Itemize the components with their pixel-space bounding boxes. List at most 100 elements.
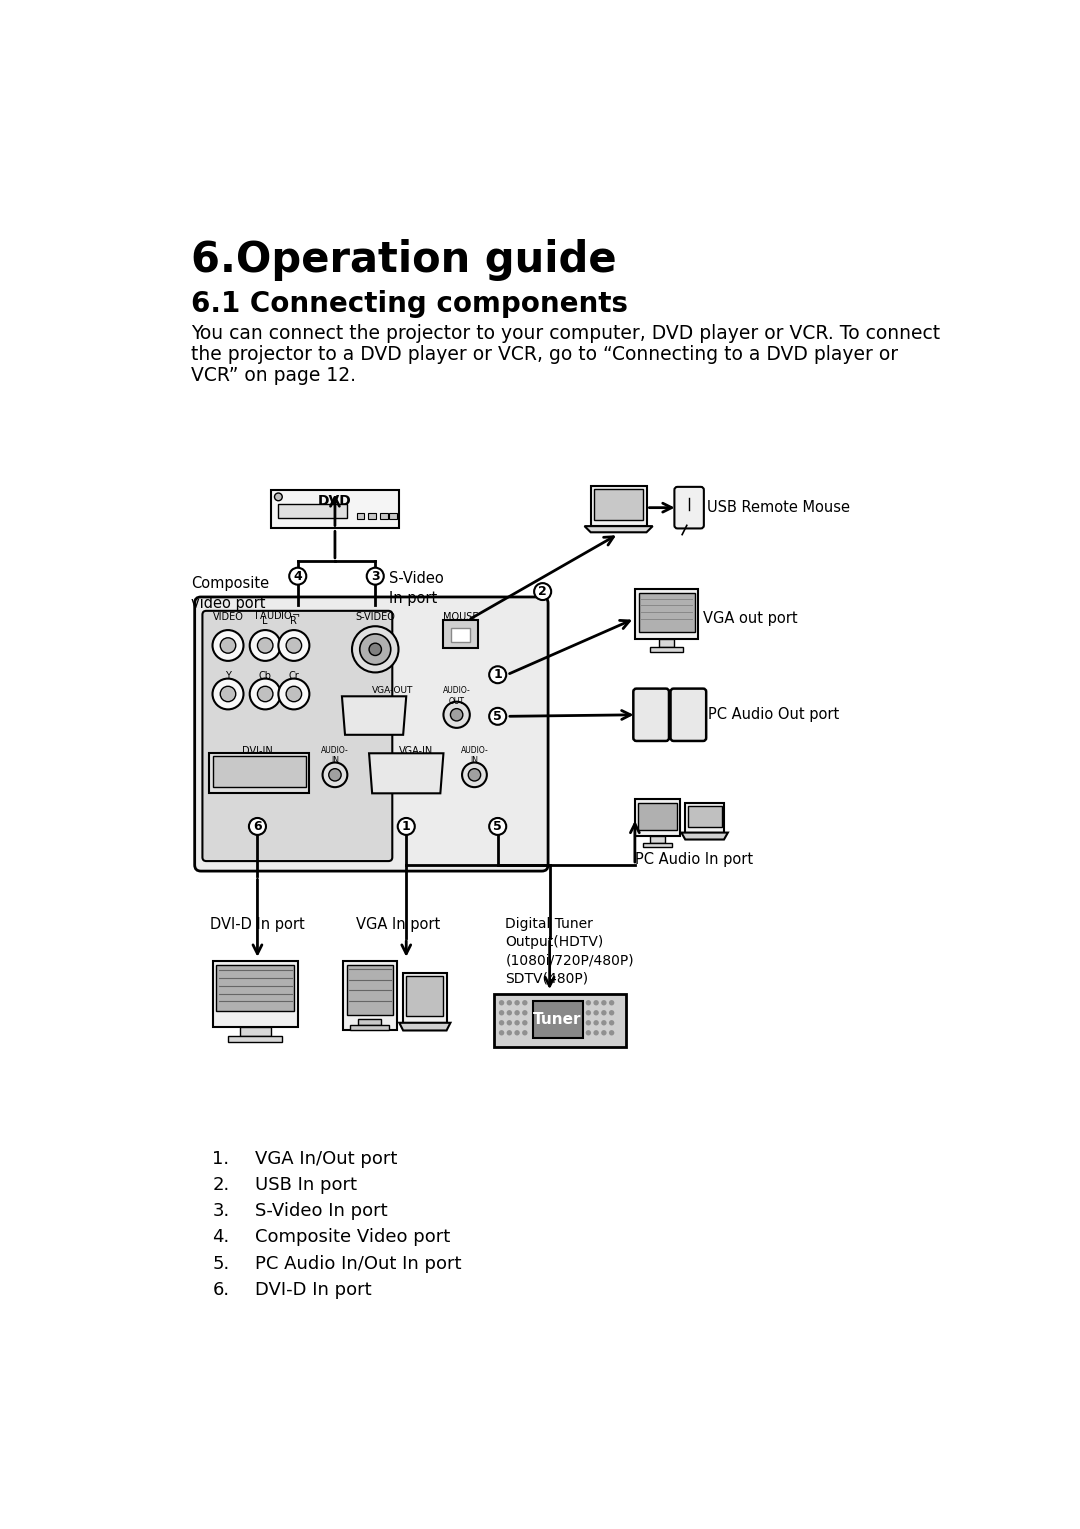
Circle shape (499, 1011, 504, 1015)
Circle shape (286, 687, 301, 702)
Text: 6: 6 (253, 820, 261, 833)
Bar (213, 757, 306, 787)
Circle shape (249, 630, 281, 661)
Circle shape (522, 1011, 527, 1015)
Text: S-VIDEO: S-VIDEO (355, 612, 395, 622)
Text: 1.: 1. (213, 1150, 230, 1168)
Circle shape (499, 1000, 504, 1006)
Text: the projector to a DVD player or VCR, go to “Connecting to a DVD player or: the projector to a DVD player or VCR, go… (191, 346, 897, 364)
Text: 6.Operation guide: 6.Operation guide (191, 239, 617, 281)
Text: 2.: 2. (213, 1176, 230, 1194)
Circle shape (257, 638, 273, 653)
Text: S-Video
In port: S-Video In port (389, 570, 444, 605)
Circle shape (489, 667, 507, 683)
Circle shape (609, 1031, 615, 1035)
Circle shape (644, 706, 659, 723)
Bar (271, 489, 400, 529)
Circle shape (507, 1011, 512, 1015)
Bar (638, 803, 677, 830)
Text: PC Audio In/Out In port: PC Audio In/Out In port (255, 1255, 461, 1272)
Bar (685, 803, 724, 833)
Text: 2: 2 (538, 586, 548, 598)
Text: VCR” on page 12.: VCR” on page 12. (191, 365, 355, 385)
Circle shape (249, 679, 281, 709)
Circle shape (444, 702, 470, 728)
Bar (356, 514, 364, 520)
Text: USB In port: USB In port (255, 1176, 357, 1194)
Text: 3.: 3. (213, 1202, 230, 1220)
Text: VGA-OUT: VGA-OUT (373, 685, 414, 694)
Bar (494, 994, 625, 1047)
FancyBboxPatch shape (671, 688, 706, 742)
Bar (228, 1035, 282, 1043)
Circle shape (514, 1020, 519, 1026)
Circle shape (323, 763, 348, 787)
Circle shape (514, 1000, 519, 1006)
Circle shape (692, 731, 699, 737)
Circle shape (213, 630, 243, 661)
Bar (594, 489, 644, 520)
Polygon shape (400, 1023, 450, 1031)
Circle shape (397, 818, 415, 835)
Bar (444, 621, 477, 648)
Circle shape (213, 679, 243, 709)
Circle shape (674, 700, 702, 729)
Text: VGA In/Out port: VGA In/Out port (255, 1150, 397, 1168)
Text: VGA out port: VGA out port (703, 612, 798, 625)
FancyBboxPatch shape (202, 610, 392, 861)
Polygon shape (681, 833, 728, 839)
Circle shape (248, 818, 266, 835)
Bar (451, 628, 470, 642)
Circle shape (609, 1020, 615, 1026)
Circle shape (352, 627, 399, 673)
Text: 4.: 4. (213, 1228, 230, 1246)
Text: DVD: DVD (319, 494, 352, 508)
Circle shape (585, 1011, 591, 1015)
Circle shape (602, 1031, 607, 1035)
Circle shape (585, 1020, 591, 1026)
Bar (650, 647, 683, 653)
Circle shape (602, 1011, 607, 1015)
Circle shape (499, 1020, 504, 1026)
Text: L: L (262, 616, 268, 627)
Text: Cr: Cr (288, 671, 299, 680)
Text: 6.: 6. (213, 1281, 230, 1298)
Bar (403, 972, 446, 1023)
Text: AUDIO-
IN: AUDIO- IN (460, 746, 488, 764)
Circle shape (499, 1031, 504, 1035)
Bar (359, 1018, 381, 1024)
Bar (278, 503, 348, 518)
Text: S-Video In port: S-Video In port (255, 1202, 388, 1220)
Text: PC Audio Out port: PC Audio Out port (707, 708, 839, 722)
Circle shape (602, 1020, 607, 1026)
Bar (406, 976, 444, 1015)
Bar (380, 514, 388, 520)
Circle shape (522, 1020, 527, 1026)
Bar (389, 514, 397, 520)
Text: MOUSE: MOUSE (443, 612, 478, 622)
Bar (688, 806, 721, 827)
Text: 6.1 Connecting components: 6.1 Connecting components (191, 289, 627, 318)
Text: VGA In port: VGA In port (356, 916, 441, 931)
Circle shape (220, 687, 235, 702)
Circle shape (489, 708, 507, 725)
Bar (591, 486, 647, 526)
Circle shape (289, 567, 307, 584)
Bar (342, 962, 397, 1031)
Polygon shape (342, 696, 406, 735)
Text: 1: 1 (494, 668, 502, 682)
Circle shape (462, 763, 487, 787)
Circle shape (328, 769, 341, 781)
Text: VIDEO: VIDEO (213, 612, 243, 622)
Circle shape (585, 1031, 591, 1035)
Circle shape (514, 1011, 519, 1015)
Text: 5: 5 (494, 709, 502, 723)
Circle shape (507, 1031, 512, 1035)
FancyBboxPatch shape (194, 596, 548, 872)
Text: Digital Tuner
Output(HDTV)
(1080i/720P/480P)
SDTV(480P): Digital Tuner Output(HDTV) (1080i/720P/4… (505, 916, 634, 986)
Text: Composite Video port: Composite Video port (255, 1228, 450, 1246)
Circle shape (360, 635, 391, 665)
Text: Composite
video port: Composite video port (191, 576, 269, 612)
Circle shape (593, 1020, 598, 1026)
Circle shape (522, 1000, 527, 1006)
